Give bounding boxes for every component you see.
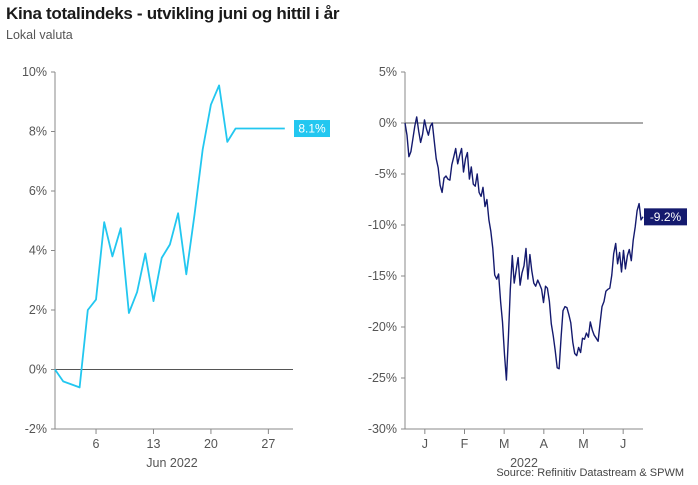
series-line: [54, 84, 285, 389]
x-axis-title: Jun 2022: [146, 456, 197, 470]
x-tick-label: J: [620, 437, 626, 451]
chart-title: Kina totalindeks - utvikling juni og hit…: [6, 4, 340, 23]
x-tick-label: A: [540, 437, 549, 451]
y-tick-label: 4%: [29, 244, 47, 258]
y-tick-label: -15%: [368, 269, 397, 283]
y-tick-label: -20%: [368, 320, 397, 334]
x-tick-label: 27: [261, 437, 275, 451]
y-tick-label: -10%: [368, 218, 397, 232]
chart-panel-2: 5% 0% -5% -10% -15% -20% -25% -30% J F M A M J 2022 -9.…: [368, 65, 687, 470]
x-tick-label: 20: [204, 437, 218, 451]
end-value-badge: [644, 208, 687, 226]
x-tick-label: 6: [93, 437, 100, 451]
series-line: [404, 116, 644, 381]
x-tick-label: J: [422, 437, 428, 451]
y-tick-label: 10%: [22, 65, 47, 79]
y-tick-label: 0%: [379, 116, 397, 130]
y-tick-label: -2%: [25, 422, 47, 436]
chart-subtitle: Lokal valuta: [6, 28, 73, 42]
y-tick-label: -25%: [368, 371, 397, 385]
y-tick-label: 5%: [379, 65, 397, 79]
end-value-label: -9.2%: [650, 210, 682, 224]
y-tick-label: -5%: [375, 167, 397, 181]
chart-panel-1: 10% 8% 6% 4% 2% 0% -2% 6 13 20 27 Jun 2022 8.1%: [22, 65, 330, 470]
y-tick-label: -30%: [368, 422, 397, 436]
y-tick-label: 8%: [29, 125, 47, 139]
x-tick-label: M: [499, 437, 509, 451]
x-tick-label: M: [578, 437, 588, 451]
y-tick-label: 6%: [29, 184, 47, 198]
y-tick-label: 2%: [29, 303, 47, 317]
source-note: Source: Refinitiv Datastream & SPWM: [496, 467, 684, 479]
x-tick-label: F: [461, 437, 469, 451]
x-axis-title: 2022: [510, 456, 538, 470]
end-value-badge: [294, 120, 330, 138]
end-value-label: 8.1%: [298, 122, 326, 136]
y-tick-label: 0%: [29, 363, 47, 377]
x-tick-label: 13: [147, 437, 161, 451]
